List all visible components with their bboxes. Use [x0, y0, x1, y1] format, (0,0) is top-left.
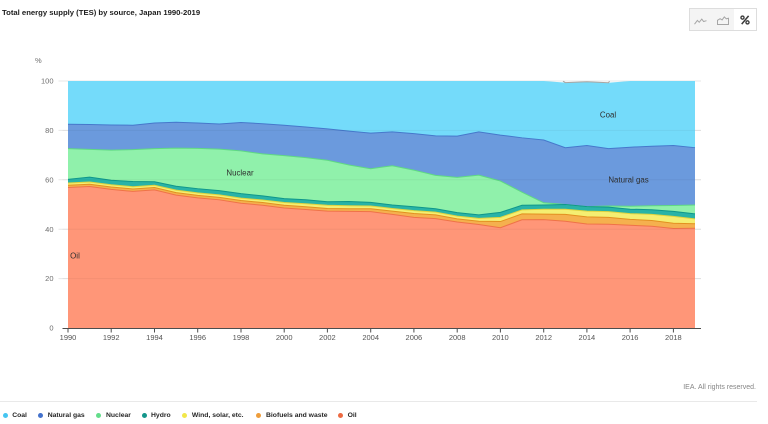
svg-text:20: 20 [45, 274, 53, 283]
svg-text:1996: 1996 [189, 333, 206, 342]
svg-text:Natural gas: Natural gas [608, 176, 648, 185]
svg-text:2006: 2006 [406, 333, 423, 342]
svg-text:40: 40 [45, 225, 53, 234]
svg-text:100: 100 [41, 77, 54, 86]
svg-text:Coal: Coal [600, 111, 616, 120]
svg-text:1998: 1998 [233, 333, 250, 342]
svg-text:Oil: Oil [70, 252, 80, 261]
svg-text:2014: 2014 [579, 333, 596, 342]
svg-text:2010: 2010 [492, 333, 509, 342]
svg-text:2016: 2016 [622, 333, 639, 342]
svg-text:60: 60 [45, 175, 53, 184]
svg-text:1992: 1992 [103, 333, 120, 342]
svg-text:1994: 1994 [146, 333, 163, 342]
svg-text:2012: 2012 [535, 333, 552, 342]
svg-text:80: 80 [45, 126, 53, 135]
svg-text:1990: 1990 [60, 333, 77, 342]
svg-text:%: % [35, 56, 42, 65]
svg-text:0: 0 [49, 324, 53, 333]
svg-text:2002: 2002 [319, 333, 336, 342]
svg-text:2004: 2004 [362, 333, 379, 342]
svg-text:2008: 2008 [449, 333, 466, 342]
svg-text:Nuclear: Nuclear [226, 169, 254, 178]
svg-text:2018: 2018 [665, 333, 682, 342]
svg-text:2000: 2000 [276, 333, 293, 342]
